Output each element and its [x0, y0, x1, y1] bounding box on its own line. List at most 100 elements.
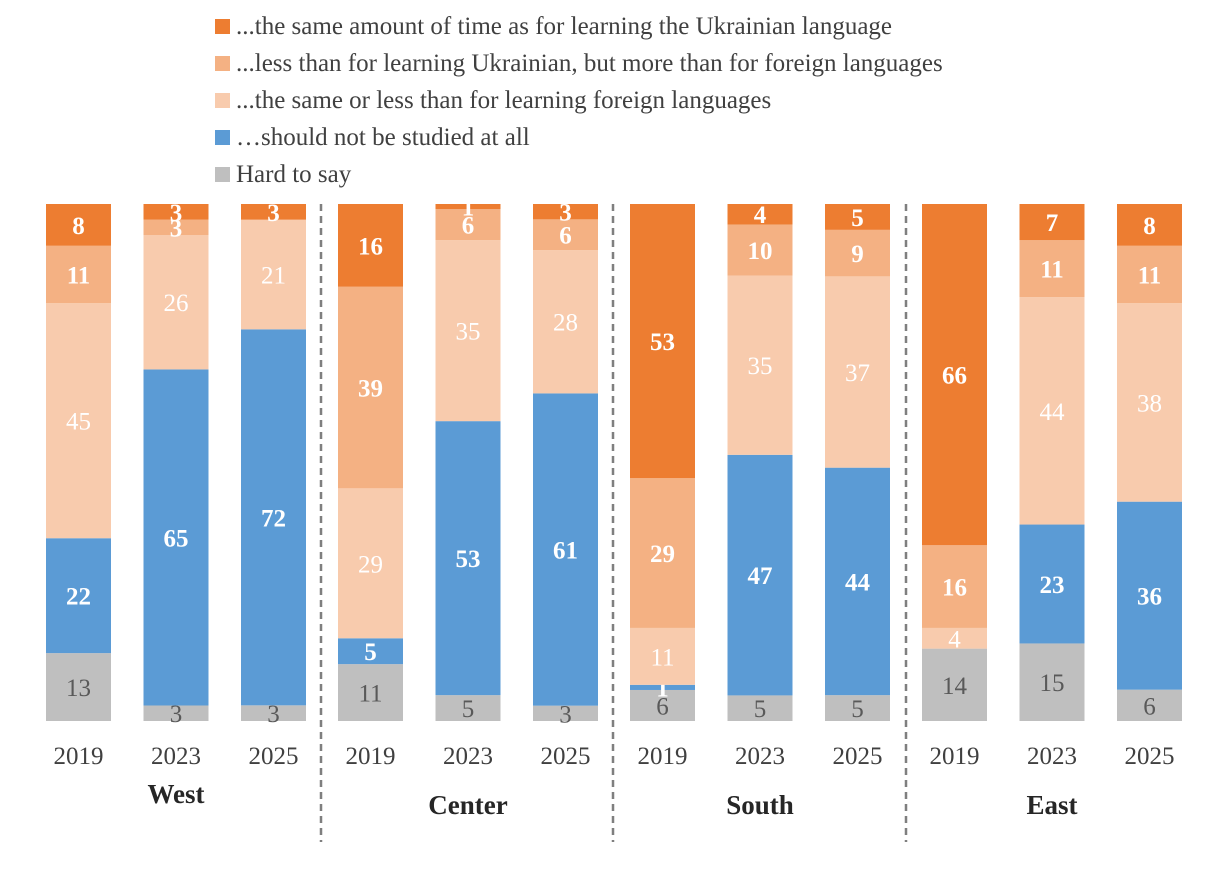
bar-segment [630, 689, 695, 721]
data-label: 22 [66, 584, 91, 611]
data-label: 28 [553, 310, 578, 337]
bar-segment [338, 204, 403, 287]
bar-segment [533, 705, 598, 721]
data-label: 6 [1143, 693, 1156, 720]
bar-segment [338, 638, 403, 665]
data-label: 23 [1040, 572, 1065, 599]
data-label: 16 [942, 575, 967, 602]
data-label: 3 [170, 701, 183, 728]
bar-segment [825, 695, 890, 721]
data-label: 3 [267, 200, 280, 227]
legend-label: Hard to say [236, 160, 352, 188]
bar-segment [46, 538, 111, 654]
bar-segment [533, 250, 598, 394]
year-tick-label: 2019 [930, 743, 980, 770]
legend-item: Hard to say [215, 156, 943, 193]
bar-segment [630, 478, 695, 628]
year-tick-label: 2025 [249, 743, 299, 770]
legend-swatch [215, 19, 230, 34]
bar-segment [1019, 643, 1085, 721]
bar-segment [533, 204, 598, 220]
bar-segment [533, 219, 598, 251]
legend-label: …should not be studied at all [236, 123, 530, 151]
legend-swatch [215, 167, 230, 182]
bar-segment [922, 204, 987, 546]
data-label: 61 [553, 538, 578, 565]
bar-segment [825, 276, 890, 468]
data-label: 11 [358, 681, 382, 708]
year-tick-label: 2023 [1027, 743, 1077, 770]
year-tick-label: 2019 [346, 743, 396, 770]
legend-swatch [215, 130, 230, 145]
bar-segment [533, 393, 598, 706]
bar-segment [435, 695, 501, 721]
data-label: 8 [1143, 213, 1156, 240]
data-label: 45 [66, 409, 91, 436]
data-label: 26 [164, 290, 189, 317]
year-tick-label: 2025 [833, 743, 883, 770]
bar-segment [435, 240, 501, 422]
data-label: 35 [748, 353, 773, 380]
data-label: 5 [851, 205, 864, 232]
data-label: 14 [942, 673, 968, 700]
legend-label: ...less than for learning Ukrainian, but… [236, 49, 943, 77]
data-label: 10 [748, 238, 773, 265]
data-label: 53 [456, 546, 481, 573]
data-label: 6 [559, 223, 572, 250]
bar-segment [338, 286, 403, 489]
data-label: 1 [462, 195, 475, 222]
bar-segment [630, 627, 695, 685]
data-label: 5 [851, 696, 864, 723]
data-label: 35 [456, 319, 481, 346]
data-label: 4 [754, 202, 767, 229]
legend-item: ...the same or less than for learning fo… [215, 82, 943, 119]
bar-segment [727, 275, 793, 455]
bar-segment [1117, 245, 1182, 304]
data-label: 3 [559, 701, 572, 728]
bar-segment [435, 204, 501, 210]
data-label: 3 [170, 200, 183, 227]
data-label: 38 [1137, 390, 1162, 417]
bar-segment [241, 329, 306, 706]
data-label: 29 [650, 541, 675, 568]
bar-segment [1019, 240, 1085, 298]
bar-segment [1117, 303, 1182, 502]
legend-item: …should not be studied at all [215, 119, 943, 156]
data-label: 5 [462, 696, 475, 723]
data-label: 9 [851, 241, 864, 268]
data-label: 13 [66, 675, 91, 702]
region-label: West [148, 779, 205, 809]
legend-swatch [215, 93, 230, 108]
legend-label: ...the same amount of time as for learni… [236, 12, 893, 40]
bar-segment [338, 488, 403, 639]
data-label: 8 [72, 213, 85, 240]
data-label: 6 [656, 693, 669, 720]
year-tick-label: 2023 [151, 743, 201, 770]
bar-segment [46, 303, 111, 539]
bar-segment [143, 369, 209, 706]
bar-segment [241, 204, 306, 220]
bar-segment [241, 705, 306, 721]
bar-segment [241, 219, 306, 330]
legend-label: ...the same or less than for learning fo… [236, 86, 772, 114]
bar-segment [46, 204, 111, 246]
data-label: 44 [845, 569, 871, 596]
bar-segment [435, 421, 501, 696]
bar-segment [630, 204, 695, 479]
year-tick-label: 2025 [1125, 743, 1175, 770]
bar-segment [922, 627, 987, 649]
year-tick-label: 2019 [54, 743, 104, 770]
bar-segment [1019, 204, 1085, 241]
bar-segment [922, 648, 987, 721]
year-tick-label: 2019 [638, 743, 688, 770]
data-label: 53 [650, 329, 675, 356]
data-label: 65 [164, 525, 189, 552]
bar-segment [1117, 204, 1182, 246]
data-label: 11 [650, 644, 674, 671]
data-label: 15 [1040, 670, 1065, 697]
data-label: 29 [358, 551, 383, 578]
data-label: 36 [1137, 584, 1162, 611]
data-label: 11 [1040, 257, 1064, 284]
bar-segment [922, 545, 987, 628]
